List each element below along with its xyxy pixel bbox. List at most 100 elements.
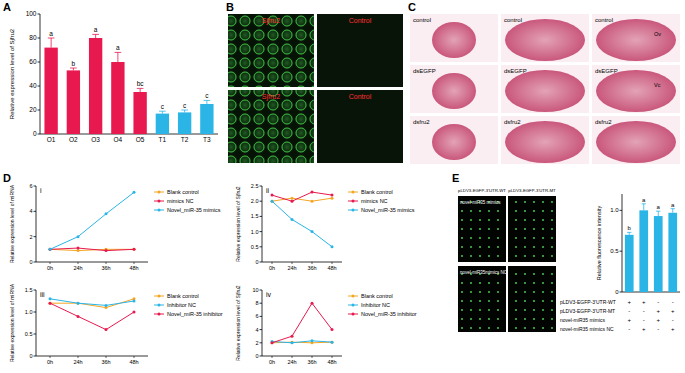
- line-chart: 0246810Relative expression level of Sjfr…: [235, 285, 417, 365]
- y-tick: [38, 38, 41, 39]
- line-chart: 00.51.01.5Relative expression level of m…: [9, 283, 223, 365]
- legend-swatch: [348, 305, 358, 306]
- y-tick-label: 0: [255, 353, 258, 359]
- y-tick-label: 6: [255, 313, 258, 319]
- sig-label: a: [94, 26, 98, 33]
- legend-marker: [158, 295, 161, 298]
- legend-marker: [158, 304, 161, 307]
- legend-label: Novel_miR-35 mimics: [361, 207, 415, 213]
- plot-area: [49, 191, 136, 252]
- legend-swatch: [154, 296, 164, 297]
- y-tick: [34, 211, 37, 212]
- y-tick: [260, 329, 263, 330]
- micrograph-bg: [410, 14, 498, 62]
- image-label: dsfru2: [504, 119, 521, 125]
- series-line: [272, 341, 332, 343]
- bar: [89, 38, 102, 134]
- sig-label: a: [671, 202, 675, 208]
- y-tick-label: 2: [29, 234, 32, 240]
- legend-marker: [352, 313, 355, 316]
- column-label: pLDV3-EGFP-3'UTR-MT: [508, 188, 556, 193]
- bar-chart: 020406080100Relative expression level of…: [9, 10, 218, 143]
- x-tick-label: 24h: [73, 359, 82, 365]
- table-mark: +: [671, 308, 675, 314]
- y-tick-label: 2.0: [251, 198, 259, 204]
- series-line: [272, 198, 332, 201]
- sig-label: a: [657, 204, 661, 210]
- legend-marker: [352, 200, 355, 203]
- point: [49, 248, 52, 251]
- y-tick: [260, 316, 263, 317]
- point: [133, 248, 136, 251]
- point: [331, 328, 334, 331]
- point: [311, 339, 314, 342]
- point: [311, 230, 314, 233]
- x-tick-label: 0h: [269, 265, 275, 271]
- legend-label: Novel_miR-35 inhibitor: [361, 311, 417, 317]
- row-label: novel-miR35 mimics: [460, 200, 501, 205]
- y-tick-label: 0.5: [610, 248, 619, 254]
- point: [291, 200, 294, 203]
- sig-label: c: [183, 102, 187, 109]
- x-tick: [312, 262, 313, 264]
- x-tick-label: O4: [114, 136, 123, 143]
- legend-label: Novel_miR-35 mimics: [167, 207, 221, 213]
- table-mark: -: [672, 317, 674, 323]
- image-label: control: [504, 17, 522, 23]
- error-bar: [159, 111, 166, 113]
- y-tick: [38, 134, 41, 135]
- sig-label: bc: [137, 80, 145, 87]
- table-mark: +: [627, 299, 631, 305]
- tissue: [505, 19, 585, 61]
- y-tick-label: 1.0: [251, 229, 259, 235]
- legend-label: mimics NC: [167, 198, 194, 204]
- y-tick-label: 4: [255, 327, 258, 333]
- micrograph: [508, 196, 556, 262]
- table-mark: +: [656, 308, 660, 314]
- y-tick-label: 4: [29, 208, 32, 214]
- micrograph: [458, 196, 506, 262]
- x-tick-label: 48h: [327, 265, 336, 271]
- x-tick-label: 0h: [47, 265, 53, 271]
- y-axis-label: Relative expression level of Sjfru2: [9, 28, 15, 119]
- x-axis: [36, 262, 148, 263]
- sig-label: a: [49, 30, 53, 37]
- y-tick-label: 20: [29, 106, 37, 113]
- table-row-label: pLDV3-EGFP-3'UTR-MT: [560, 308, 615, 314]
- y-tick: [34, 236, 37, 237]
- micrograph: [317, 90, 403, 163]
- point: [105, 212, 108, 215]
- point: [291, 335, 294, 338]
- y-tick: [260, 201, 263, 202]
- panel-label: C: [408, 1, 416, 13]
- x-tick-label: O3: [91, 136, 100, 143]
- sig-label: c: [205, 92, 209, 99]
- point: [77, 235, 80, 238]
- image-label: dsfru2: [413, 119, 430, 125]
- error-bar: [642, 204, 646, 211]
- error-bar: [70, 68, 77, 70]
- y-tick: [34, 312, 37, 313]
- micrograph-bg: [501, 14, 589, 62]
- micrograph: [228, 14, 314, 87]
- x-tick-label: O2: [69, 136, 78, 143]
- point: [291, 197, 294, 200]
- y-tick: [260, 216, 263, 217]
- error-bar: [656, 211, 660, 216]
- x-tick-label: T3: [203, 136, 211, 143]
- x-tick: [292, 356, 293, 358]
- y-tick: [260, 290, 263, 291]
- x-tick-label: 0h: [47, 359, 53, 365]
- point: [331, 245, 334, 248]
- table-mark: +: [627, 317, 631, 323]
- tissue: [596, 70, 676, 112]
- row-label: novel-miR35mimics NC: [460, 270, 508, 275]
- error-bar: [137, 88, 144, 92]
- x-tick-label: 24h: [287, 265, 296, 271]
- point: [133, 311, 136, 314]
- legend-swatch: [348, 192, 358, 193]
- bar: [654, 216, 663, 292]
- legend-marker: [158, 191, 161, 194]
- subplot-title: i: [40, 187, 42, 194]
- y-axis: [622, 194, 623, 292]
